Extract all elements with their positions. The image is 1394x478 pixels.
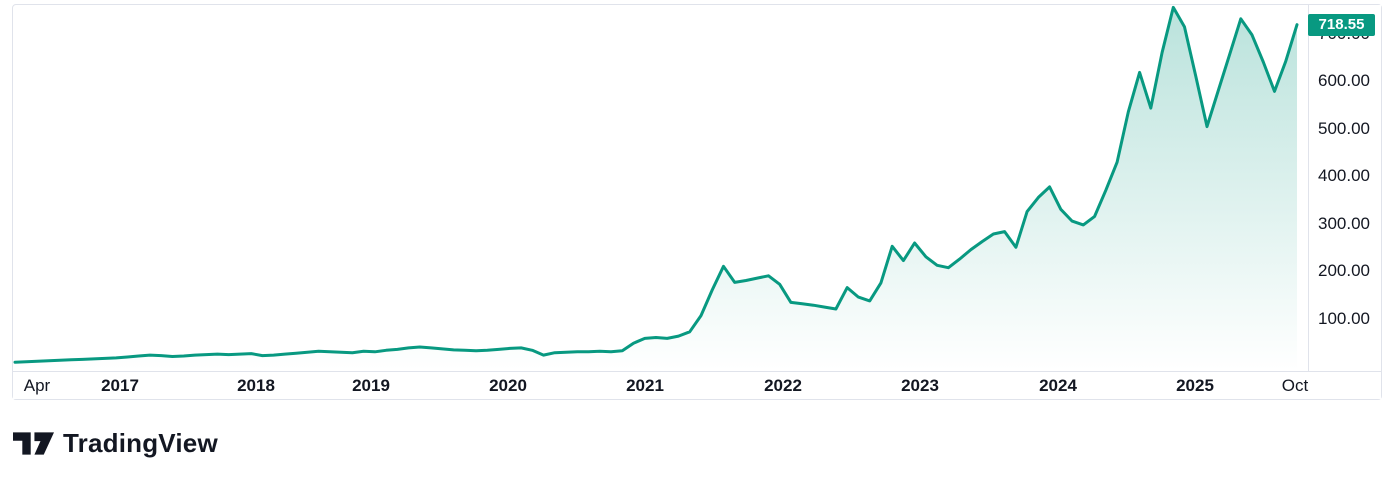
- y-axis-label: 200.00: [1318, 261, 1370, 280]
- x-axis-label: 2025: [1176, 376, 1214, 395]
- x-axis[interactable]: Apr 2017 2018 2019 2020 2021 2022 2023 2024 2025 O…: [13, 371, 1381, 399]
- plot-area[interactable]: [13, 5, 1308, 371]
- y-axis-label: 600.00: [1318, 71, 1370, 90]
- x-axis-label: 2018: [237, 376, 275, 395]
- x-axis-label: 2020: [489, 376, 527, 395]
- y-axis[interactable]: 718.55 700.00600.00500.00400.00300.00200…: [1308, 5, 1381, 371]
- price-line: [13, 5, 1299, 364]
- y-axis-label: 500.00: [1318, 118, 1370, 138]
- x-axis-label: 2024: [1039, 376, 1077, 395]
- tradingview-icon: [13, 431, 54, 455]
- x-axis-label: 2019: [352, 376, 390, 395]
- tradingview-wordmark: TradingView: [63, 428, 218, 458]
- price-badge: 718.55: [1308, 13, 1375, 36]
- chart-widget: 718.55 700.00600.00500.00400.00300.00200…: [12, 4, 1382, 400]
- x-axis-label: 2021: [626, 376, 664, 395]
- x-axis-label: 2023: [901, 376, 939, 395]
- x-axis-label: Apr: [23, 376, 51, 395]
- x-axis-label: 2022: [764, 376, 802, 395]
- area-fill: [15, 7, 1297, 371]
- tradingview-logo[interactable]: TradingView: [13, 428, 218, 458]
- y-axis-label: 300.00: [1318, 213, 1370, 233]
- x-axis-label: 2017: [101, 376, 139, 395]
- y-axis-label: 100.00: [1318, 308, 1370, 328]
- y-axis-label: 400.00: [1318, 166, 1370, 185]
- x-axis-label: Oct: [1281, 376, 1309, 395]
- price-line-chart: [13, 5, 1299, 371]
